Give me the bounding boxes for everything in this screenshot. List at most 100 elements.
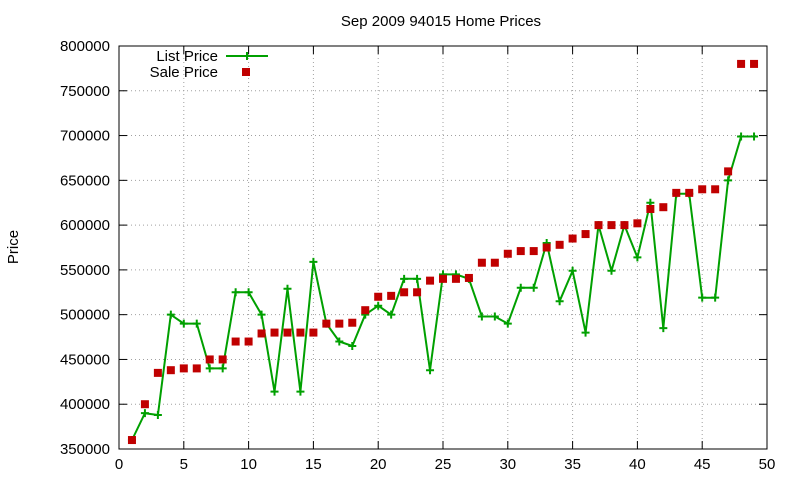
list-price-point [711,293,720,302]
sale-price-point [426,276,435,285]
y-tick-labels: 350000 400000 450000 500000 550000 600000 6500… [60,38,110,458]
sale-price-point [283,328,292,337]
sale-price-point [309,328,318,337]
x-tick-label: 35 [564,456,581,473]
list-price-point [659,324,668,333]
y-tick-label: 350000 [60,441,110,458]
x-tick-label: 30 [499,456,516,473]
list-price-point [503,319,512,328]
legend-marker-sale-price [242,68,250,76]
sale-price-point [439,274,447,283]
grid-lines [119,46,767,449]
x-tick-label: 5 [180,456,188,473]
sale-price-point [192,364,201,373]
sale-price-point [218,355,227,364]
list-price-point [490,312,499,321]
sale-price-point [179,364,188,373]
x-tick-label: 15 [305,456,322,473]
sale-price-point [464,273,473,282]
list-price-point [581,328,590,337]
sale-price-point [387,291,396,300]
list-price-point [231,288,240,297]
list-price-point [516,283,525,292]
sale-price-point [127,436,136,445]
legend: List Price Sale Price [150,48,268,81]
sale-price-point [542,243,551,252]
sale-price-point [737,59,746,68]
sale-price-point [672,188,681,197]
sale-price-point [231,337,240,346]
list-price-point [179,319,188,328]
list-price-point [426,366,435,375]
list-price-point [374,301,383,310]
axis-ticks [118,45,768,450]
sale-price-point [750,59,759,68]
y-tick-label: 800000 [60,38,110,55]
list-price-point [555,297,564,306]
sale-price-point [633,219,642,228]
list-price-point [335,337,344,346]
list-price-point [413,274,422,283]
sale-price-point [698,185,707,194]
sale-price-point [724,167,733,176]
list-price-point [750,132,759,141]
y-tick-label: 700000 [60,128,110,145]
list-price-point [205,364,214,373]
sale-price-point [711,185,720,194]
sale-price-point [166,366,175,375]
list-price-point [737,132,746,141]
chart-title: Sep 2009 94015 Home Prices [341,13,541,30]
sale-price-point [685,188,694,197]
list-price-point [257,310,266,319]
sale-price-point [646,204,655,213]
y-tick-label: 550000 [60,262,110,279]
y-tick-label: 450000 [60,351,110,368]
sale-price-point [529,247,538,256]
x-tick-labels: 0 5 10 15 20 25 30 35 40 45 50 [115,456,776,473]
sale-price-point [659,203,668,212]
sale-price-point [490,258,499,267]
x-tick-label: 40 [629,456,646,473]
y-tick-label: 650000 [60,172,110,189]
list-price-point [698,293,707,302]
list-price-point [724,176,733,185]
x-tick-label: 0 [115,456,123,473]
list-price-point [218,364,227,373]
list-price-point [309,257,318,266]
list-price-point [529,283,538,292]
sale-price-point [568,234,577,243]
x-tick-label: 45 [694,456,711,473]
y-axis-label: Price [5,230,22,264]
sale-price-point [361,306,370,315]
sale-price-point [153,368,162,377]
y-tick-label: 750000 [60,83,110,100]
sale-price-point [257,329,266,338]
sale-price-point [205,355,214,364]
sale-price-point [335,319,344,328]
list-price-point [296,387,305,396]
list-price-point [270,387,279,396]
list-price-point [633,253,642,262]
list-price-point [192,319,201,328]
series-layer [127,59,759,445]
list-price-point [244,288,253,297]
sale-price-point [607,221,616,230]
sale-price-point [322,319,331,328]
list-price-point [140,409,149,418]
x-tick-label: 20 [370,456,387,473]
list-price-point [153,410,162,419]
legend-label-sale-price: Sale Price [150,64,218,81]
sale-price-point [555,240,564,249]
y-tick-label: 600000 [60,217,110,234]
sale-price-point [503,249,512,258]
list-price-point [387,310,396,319]
sale-price-point [451,274,460,283]
sale-price-point [413,288,422,297]
sale-price-point [516,247,525,256]
sale-price-point [296,328,305,337]
list-price-point [568,266,577,275]
sale-price-point [244,337,253,346]
sale-price-point [374,292,383,301]
